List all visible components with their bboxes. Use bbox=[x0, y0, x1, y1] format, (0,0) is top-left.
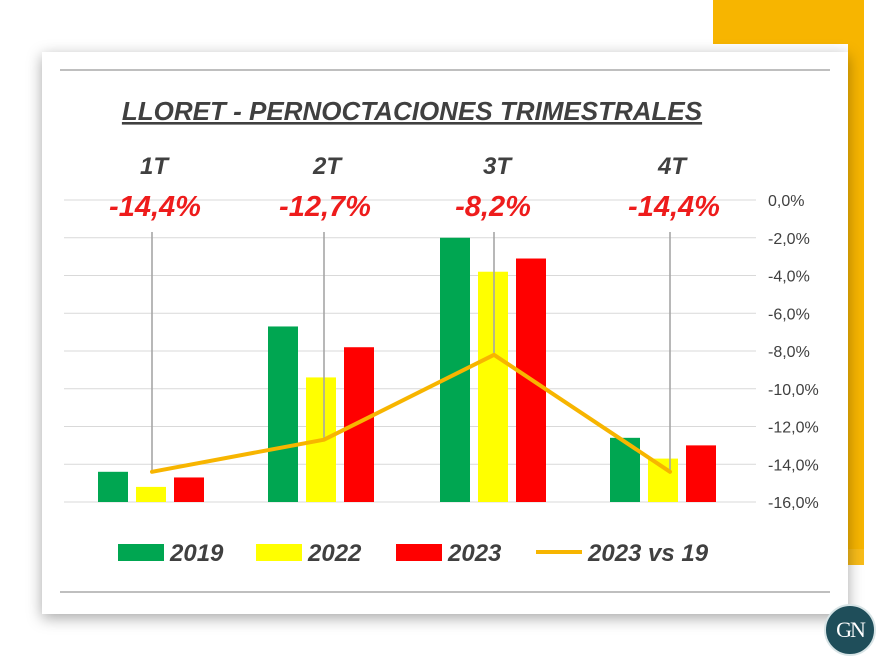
legend-label: 2023 vs 19 bbox=[587, 540, 709, 567]
y-tick-label: -2,0% bbox=[768, 231, 810, 248]
gn-logo-text: GN bbox=[836, 617, 866, 642]
chart-title: LLORET - PERNOCTACIONES TRIMESTRALES bbox=[122, 96, 703, 126]
y-tick-label: -12,0% bbox=[768, 420, 819, 437]
legend-swatch bbox=[396, 544, 442, 561]
decor-yellow-bar-right bbox=[848, 44, 864, 549]
y-tick-label: -14,0% bbox=[768, 457, 819, 474]
legend-swatch bbox=[118, 544, 164, 561]
chart-svg: LLORET - PERNOCTACIONES TRIMESTRALES 0,0%… bbox=[60, 69, 830, 593]
decor-yellow-bar-top bbox=[713, 0, 864, 44]
decor-yellow-tab bbox=[848, 549, 864, 565]
annotation-label: -12,7% bbox=[279, 191, 371, 223]
bar-2022 bbox=[136, 486, 166, 502]
y-tick-label: -4,0% bbox=[768, 269, 810, 286]
annotation-label: -14,4% bbox=[109, 191, 201, 223]
legend-label: 2022 bbox=[307, 540, 362, 567]
y-tick-label: -8,0% bbox=[768, 344, 810, 361]
bar-2022 bbox=[478, 271, 508, 502]
legend-swatch bbox=[256, 544, 302, 561]
annotation-label: -14,4% bbox=[628, 191, 720, 223]
legend-label: 2023 bbox=[447, 540, 502, 567]
category-label: 1T bbox=[140, 153, 170, 180]
category-label: 3T bbox=[483, 153, 513, 180]
category-label: 4T bbox=[657, 153, 688, 180]
bar-2023 bbox=[686, 445, 716, 502]
bar-2023 bbox=[174, 477, 204, 502]
line-2023-vs-19 bbox=[150, 352, 672, 474]
annotation-label: -8,2% bbox=[455, 191, 531, 223]
bar-2023 bbox=[344, 347, 374, 502]
bar-2019 bbox=[268, 326, 298, 502]
y-tick-label: -6,0% bbox=[768, 306, 810, 323]
chart-card: LLORET - PERNOCTACIONES TRIMESTRALES 0,0%… bbox=[42, 52, 848, 614]
legend-label: 2019 bbox=[169, 540, 224, 567]
y-tick-label: 0,0% bbox=[768, 193, 804, 210]
gn-logo: GN bbox=[824, 604, 876, 656]
y-tick-label: -16,0% bbox=[768, 495, 819, 512]
category-label: 2T bbox=[312, 153, 343, 180]
y-tick-label: -10,0% bbox=[768, 382, 819, 399]
bar-2019 bbox=[98, 471, 128, 502]
